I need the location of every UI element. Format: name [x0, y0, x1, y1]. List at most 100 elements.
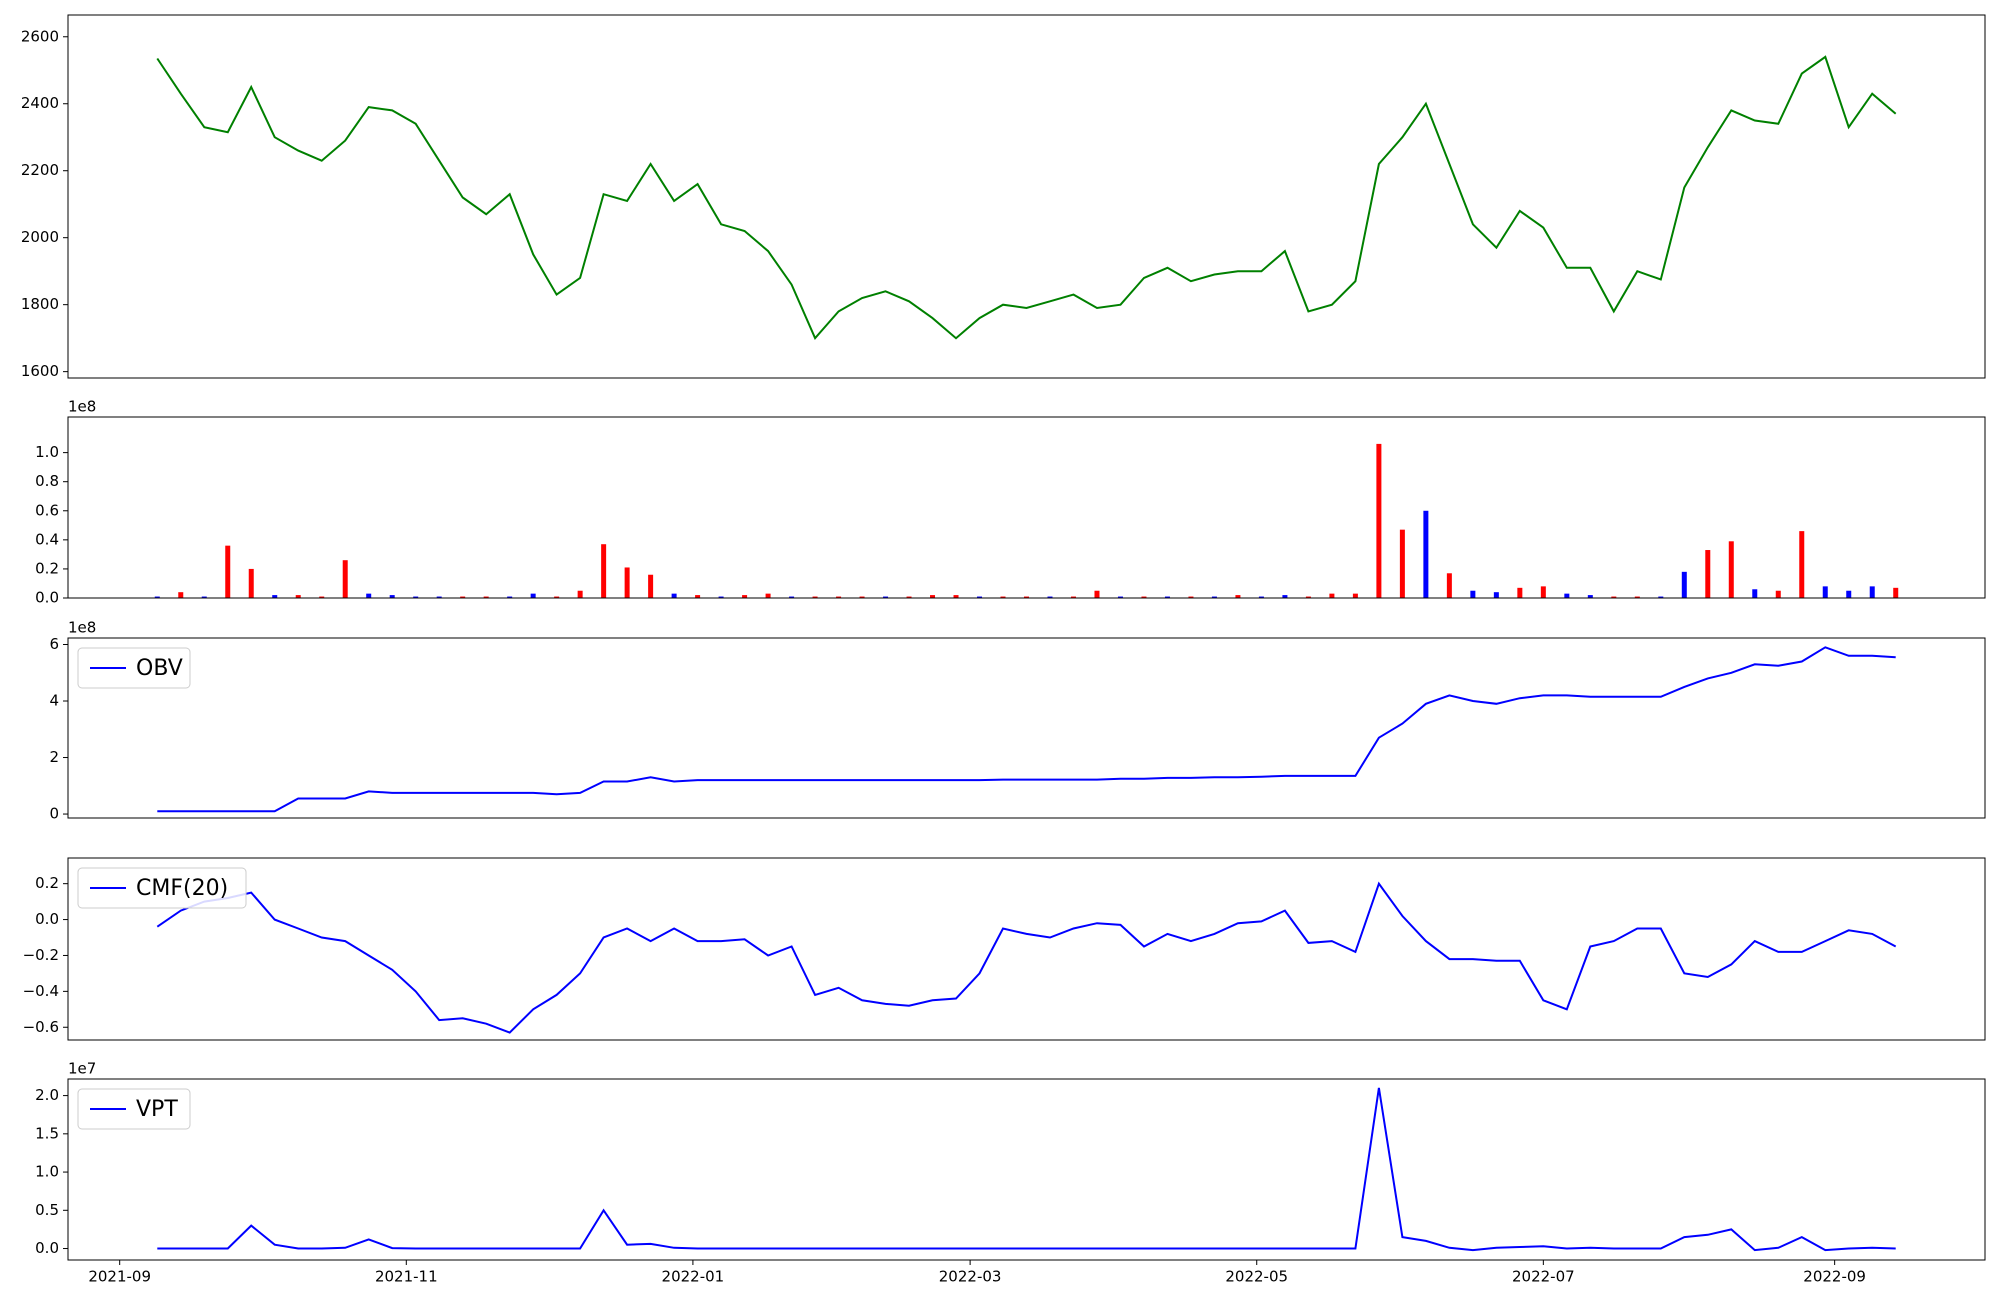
- y-tick-label: 2600: [21, 27, 59, 45]
- y-tick-label: 2200: [21, 161, 59, 179]
- volume-bar: [1164, 596, 1170, 598]
- series-line: [156, 55, 1897, 341]
- volume-bar: [1047, 596, 1053, 598]
- volume-bar: [1634, 596, 1640, 598]
- volume-bar: [859, 596, 865, 598]
- volume-bar: [248, 568, 254, 598]
- legend-label: OBV: [136, 656, 183, 681]
- volume-bar: [836, 596, 842, 598]
- legend: VPT: [77, 1088, 191, 1130]
- volume-bar: [765, 593, 771, 598]
- volume-bar: [1611, 596, 1617, 598]
- x-tick-label: 2021-11: [375, 1268, 438, 1286]
- x-tick-label: 2022-09: [1803, 1268, 1866, 1286]
- x-tick-label: 2022-05: [1225, 1268, 1288, 1286]
- x-tick-label: 2022-03: [939, 1268, 1002, 1286]
- y-tick-label: 1800: [21, 295, 59, 313]
- volume-bar: [1070, 596, 1076, 598]
- volume-bar: [554, 596, 560, 598]
- axes-frame: [67, 637, 1986, 819]
- volume-bar: [483, 596, 489, 598]
- x-tick-label: 2022-01: [662, 1268, 725, 1286]
- volume-bar: [1423, 510, 1429, 598]
- volume-bar: [1893, 587, 1899, 598]
- volume-bar: [319, 596, 325, 598]
- y-tick-label: 0.5: [35, 1201, 59, 1219]
- x-tick-label: 2022-07: [1512, 1268, 1575, 1286]
- y-tick-label: 0.2: [35, 559, 59, 577]
- volume-bar: [718, 596, 724, 598]
- legend-label: CMF(20): [136, 876, 228, 901]
- volume-bar: [366, 593, 372, 598]
- y-tick-label: 0.6: [35, 501, 59, 519]
- volume-bar: [577, 590, 583, 598]
- volume-bar: [1211, 596, 1217, 598]
- axes-frame: [67, 1078, 1986, 1261]
- y-tick-label: 2000: [21, 228, 59, 246]
- volume-bar: [1305, 596, 1311, 598]
- volume-bar: [789, 596, 795, 598]
- volume-bar: [671, 593, 677, 598]
- y-tick-label: −0.2: [23, 946, 59, 964]
- volume-bar: [1658, 596, 1664, 598]
- y-tick-label: 6: [49, 635, 59, 653]
- y-tick-label: 2: [49, 748, 59, 766]
- volume-bar: [1352, 593, 1358, 598]
- y-tick-label: 0.4: [35, 530, 59, 548]
- volume-bar: [201, 596, 207, 598]
- y-tick-label: 0.8: [35, 472, 59, 490]
- volume-bar: [1141, 596, 1147, 598]
- volume-bar: [1705, 550, 1711, 598]
- volume-bar: [1846, 590, 1852, 598]
- y-tick-label: 1600: [21, 362, 59, 380]
- series-line: [157, 1087, 1896, 1252]
- volume-bar: [1329, 593, 1335, 598]
- volume-bar: [225, 545, 231, 598]
- volume-bar: [295, 595, 301, 598]
- volume-bar: [1587, 595, 1593, 598]
- legend-box: [77, 867, 247, 909]
- volume-bar: [1258, 596, 1264, 598]
- series-line: [156, 881, 1897, 1034]
- volume-bar: [1540, 586, 1546, 598]
- y-tick-label: 0: [49, 805, 59, 823]
- volume-bar: [1399, 529, 1405, 598]
- volume-bar: [1869, 586, 1875, 598]
- volume-bar: [1094, 590, 1100, 598]
- volume-bar: [1799, 531, 1805, 598]
- volume-bar: [953, 595, 959, 598]
- volume-bar: [178, 592, 184, 598]
- volume-bar: [1752, 589, 1758, 598]
- y-tick-label: 0.0: [35, 589, 59, 607]
- volume-bar: [507, 596, 513, 598]
- volume-bar: [812, 596, 818, 598]
- legend-box: [77, 647, 191, 689]
- legend: CMF(20): [77, 867, 247, 909]
- volume-bar: [906, 596, 912, 598]
- axes-frame: [67, 416, 1986, 599]
- volume-bar: [930, 595, 936, 598]
- offset-label: 1e7: [68, 1060, 96, 1078]
- axes-frame: [67, 14, 1986, 379]
- y-tick-label: 1.0: [35, 1163, 59, 1181]
- offset-label: 1e8: [68, 619, 96, 637]
- series-line: [157, 646, 1896, 813]
- y-tick-label: 1.5: [35, 1124, 59, 1142]
- volume-bar: [1024, 596, 1029, 598]
- volume-bar: [530, 593, 536, 598]
- volume-bar: [1446, 573, 1452, 598]
- volume-bar: [1235, 595, 1241, 598]
- y-tick-label: 1.0: [35, 443, 59, 461]
- volume-bar: [413, 596, 419, 598]
- volume-bar: [1117, 596, 1123, 598]
- axes-frame: [67, 857, 1986, 1041]
- offset-label: 1e8: [68, 398, 96, 416]
- volume-bar: [1493, 592, 1499, 598]
- y-tick-label: 2400: [21, 94, 59, 112]
- volume-bar: [342, 560, 348, 598]
- y-tick-label: 0.0: [35, 1239, 59, 1257]
- volume-bar: [648, 574, 654, 598]
- volume-bar: [1188, 596, 1194, 598]
